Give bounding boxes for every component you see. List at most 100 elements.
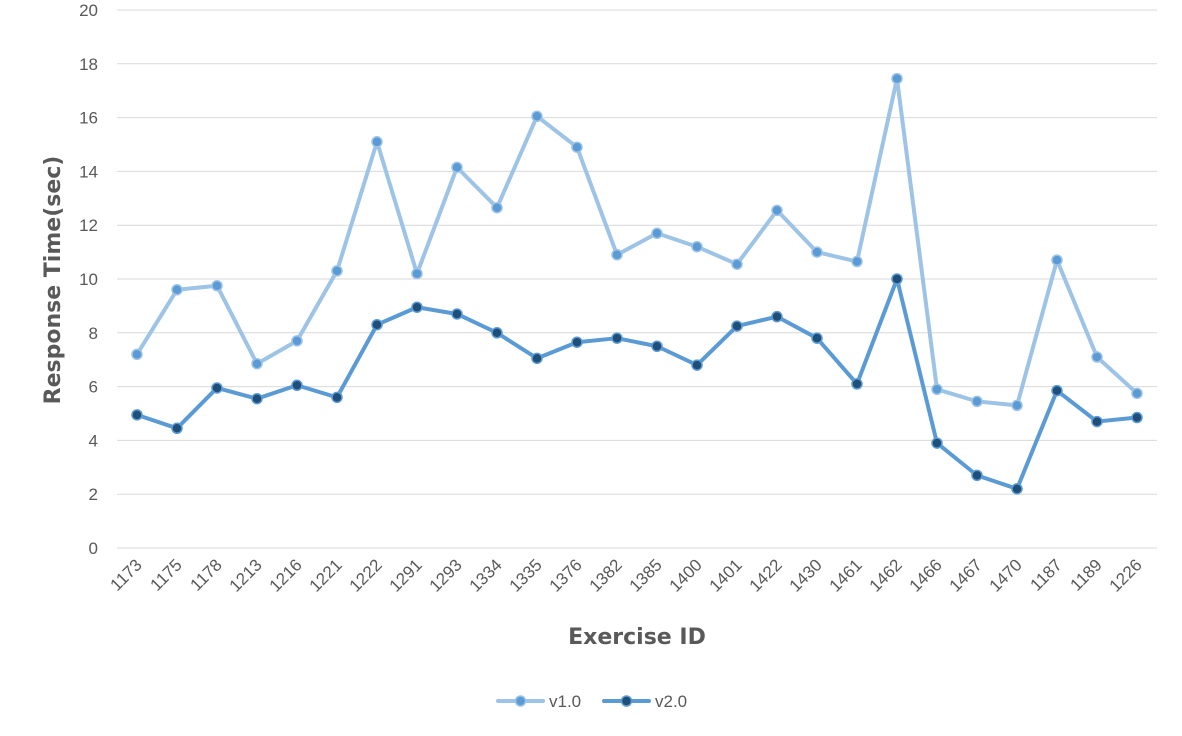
- x-tick-label: 1430: [786, 555, 826, 595]
- x-tick-label: 1376: [546, 555, 586, 595]
- x-tick-label: 1401: [706, 555, 746, 595]
- data-point: [651, 340, 663, 352]
- data-point: [1011, 399, 1023, 412]
- data-point: [451, 161, 463, 174]
- x-tick-label: 1213: [226, 555, 266, 595]
- data-point: [691, 359, 703, 371]
- data-point: [171, 422, 183, 435]
- x-tick-label: 1187: [1027, 555, 1066, 594]
- y-tick-label: 16: [79, 109, 98, 128]
- x-tick-label: 1400: [666, 555, 706, 595]
- data-point: [771, 204, 783, 217]
- y-tick-label: 18: [79, 55, 98, 74]
- x-axis-title: Exercise ID: [568, 625, 706, 650]
- x-tick-label: 1385: [626, 555, 666, 595]
- x-tick-label: 1470: [986, 555, 1026, 595]
- data-point: [211, 382, 223, 394]
- x-tick-label: 1226: [1106, 555, 1146, 595]
- x-tick-label: 1291: [386, 555, 426, 595]
- y-tick-label: 0: [89, 539, 98, 558]
- data-point: [891, 273, 903, 285]
- x-tick-label: 1467: [946, 555, 986, 595]
- data-point: [851, 378, 863, 390]
- x-tick-label: 1382: [586, 555, 626, 595]
- x-axis-ticks: 1173 1175 1178 1213 1216 1221 1222 1291 1293 1334…: [107, 555, 1146, 595]
- data-point: [931, 437, 943, 449]
- y-tick-label: 8: [89, 324, 98, 343]
- x-tick-label: 1173: [107, 555, 146, 594]
- data-point: [571, 141, 583, 153]
- legend-swatch-marker: [514, 695, 527, 707]
- legend: v1.0 v2.0: [496, 692, 687, 711]
- data-point: [331, 265, 343, 277]
- series-lines: [131, 72, 1143, 495]
- data-point: [731, 320, 743, 332]
- data-point: [691, 240, 703, 253]
- data-point: [851, 255, 863, 268]
- y-tick-label: 14: [79, 162, 98, 181]
- data-point: [491, 201, 503, 214]
- series-v1-0: [131, 72, 1143, 412]
- data-point: [571, 336, 583, 348]
- x-tick-label: 1461: [826, 555, 866, 595]
- y-tick-label: 20: [79, 1, 98, 20]
- data-point: [251, 392, 263, 405]
- data-point: [531, 352, 543, 365]
- series-v2-0: [131, 273, 1143, 495]
- x-tick-label: 1216: [266, 555, 306, 595]
- data-point: [251, 357, 263, 370]
- legend-item: v2.0: [602, 692, 687, 711]
- y-tick-label: 4: [89, 431, 98, 450]
- data-point: [931, 383, 943, 396]
- data-point: [1131, 411, 1143, 424]
- data-point: [451, 308, 463, 320]
- data-point: [611, 332, 623, 344]
- y-axis-title: Response Time(sec): [41, 156, 66, 405]
- data-point: [1131, 387, 1143, 400]
- y-tick-label: 10: [79, 270, 98, 289]
- legend-label: v2.0: [655, 692, 687, 711]
- data-point: [1011, 483, 1023, 495]
- x-tick-label: 1466: [906, 555, 946, 595]
- data-point: [531, 110, 543, 123]
- data-point: [611, 249, 623, 261]
- data-point: [771, 310, 783, 323]
- data-point: [811, 246, 823, 258]
- data-point: [291, 379, 303, 392]
- data-point: [411, 301, 423, 313]
- data-point: [211, 279, 223, 292]
- data-point: [651, 227, 663, 240]
- series-line: [135, 76, 1139, 408]
- x-tick-label: 1178: [187, 555, 226, 594]
- data-point: [291, 335, 303, 347]
- data-point: [1091, 351, 1103, 363]
- data-point: [371, 136, 383, 148]
- data-point: [811, 332, 823, 344]
- data-point: [971, 469, 983, 482]
- y-tick-label: 12: [79, 216, 98, 235]
- data-point: [131, 348, 143, 361]
- data-point: [1051, 384, 1063, 397]
- x-tick-label: 1422: [746, 555, 786, 595]
- series-line: [135, 277, 1139, 491]
- y-axis-ticks: 0 2 4 6 8 10 12 14 16 18 20: [79, 1, 98, 558]
- data-point: [891, 72, 903, 85]
- data-point: [1091, 415, 1103, 428]
- x-tick-label: 1221: [306, 555, 346, 595]
- data-point: [371, 318, 383, 331]
- legend-label: v1.0: [549, 692, 581, 711]
- y-tick-label: 2: [89, 485, 98, 504]
- legend-item: v1.0: [496, 692, 581, 711]
- data-point: [331, 391, 343, 404]
- x-tick-label: 1189: [1067, 555, 1106, 594]
- legend-swatch-marker: [620, 695, 633, 707]
- x-tick-label: 1175: [147, 555, 186, 594]
- data-point: [411, 267, 423, 280]
- x-tick-label: 1293: [426, 555, 466, 595]
- x-tick-label: 1222: [346, 555, 386, 595]
- data-point: [731, 258, 743, 270]
- data-point: [171, 284, 183, 296]
- gridlines: [117, 9, 1157, 549]
